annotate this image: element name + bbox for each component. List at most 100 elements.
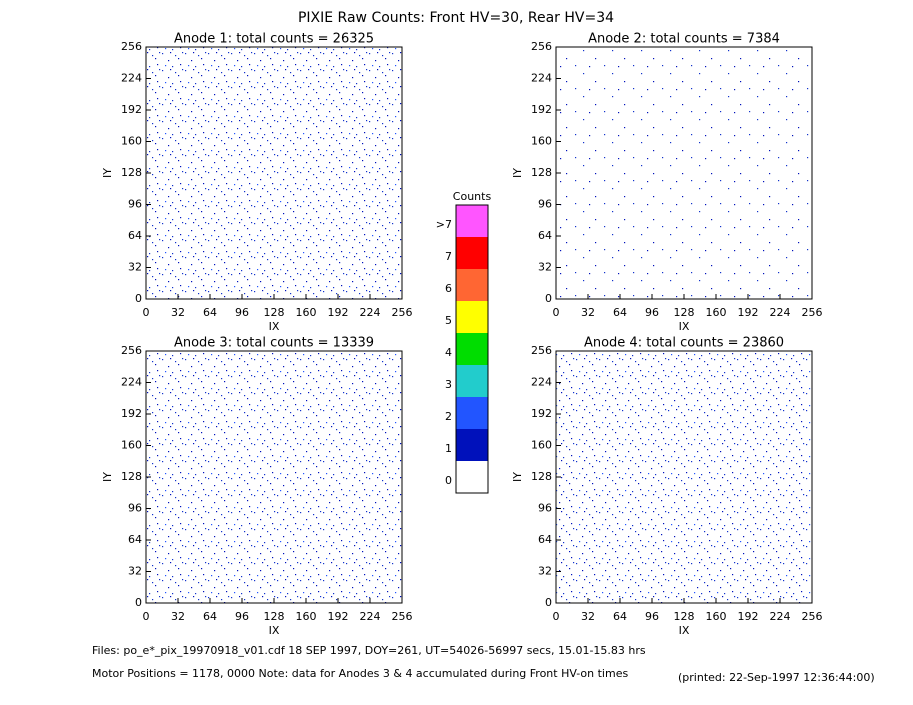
y-tick-label: 224 [531, 376, 552, 389]
y-tick-label: 192 [121, 103, 142, 116]
y-tick-label: 160 [531, 439, 552, 452]
colorbar-swatch [456, 301, 488, 333]
y-axis-label: IY [511, 472, 524, 482]
y-tick-label: 32 [538, 261, 552, 274]
x-tick-label: 32 [581, 306, 595, 319]
x-tick-label: 128 [674, 610, 695, 623]
colorbar-swatch [456, 365, 488, 397]
x-tick-label: 160 [706, 610, 727, 623]
y-tick-label: 64 [538, 229, 552, 242]
x-tick-label: 64 [203, 306, 217, 319]
x-tick-label: 128 [264, 610, 285, 623]
colorbar-label: 4 [445, 346, 452, 359]
x-tick-label: 64 [203, 610, 217, 623]
colorbar-label: 1 [445, 442, 452, 455]
speckle [146, 351, 402, 603]
x-axis-label: IX [679, 320, 690, 333]
footer-printed: (printed: 22-Sep-1997 12:36:44:00) [678, 671, 875, 684]
y-axis-label: IY [101, 168, 114, 178]
x-tick-label: 256 [392, 610, 413, 623]
colorbar-swatch [456, 237, 488, 269]
y-tick-label: 128 [531, 470, 552, 483]
colorbar-label: 3 [445, 378, 452, 391]
y-tick-label: 96 [128, 502, 142, 515]
x-tick-label: 224 [360, 610, 381, 623]
y-tick-label: 224 [121, 72, 142, 85]
footer-files: Files: po_e*_pix_19970918_v01.cdf 18 SEP… [92, 644, 646, 657]
y-axis-label: IY [511, 168, 524, 178]
y-tick-label: 256 [121, 40, 142, 53]
y-tick-label: 0 [135, 292, 142, 305]
colorbar-title: Counts [453, 190, 492, 203]
y-tick-label: 128 [121, 166, 142, 179]
x-axis-label: IX [269, 624, 280, 637]
y-tick-label: 96 [538, 198, 552, 211]
y-tick-label: 160 [531, 135, 552, 148]
colorbar-label: 0 [445, 474, 452, 487]
x-tick-label: 32 [171, 306, 185, 319]
footer-motor: Motor Positions = 1178, 0000 Note: data … [92, 667, 628, 680]
x-tick-label: 0 [143, 610, 150, 623]
x-tick-label: 32 [171, 610, 185, 623]
colorbar-label: 5 [445, 314, 452, 327]
y-tick-label: 160 [121, 439, 142, 452]
y-tick-label: 256 [121, 344, 142, 357]
panel-title: Anode 2: total counts = 7384 [588, 32, 780, 47]
x-tick-label: 224 [770, 306, 791, 319]
y-tick-label: 32 [538, 565, 552, 578]
x-tick-label: 256 [802, 610, 823, 623]
y-tick-label: 96 [128, 198, 142, 211]
y-tick-label: 256 [531, 40, 552, 53]
x-tick-label: 64 [613, 610, 627, 623]
y-tick-label: 128 [531, 166, 552, 179]
x-tick-label: 0 [553, 610, 560, 623]
speckle [556, 351, 812, 603]
speckle [556, 47, 812, 299]
y-tick-label: 128 [121, 470, 142, 483]
x-tick-label: 224 [770, 610, 791, 623]
y-tick-label: 0 [545, 596, 552, 609]
x-tick-label: 96 [235, 610, 249, 623]
y-tick-label: 256 [531, 344, 552, 357]
colorbar-swatch [456, 333, 488, 365]
y-tick-label: 64 [128, 229, 142, 242]
x-tick-label: 256 [392, 306, 413, 319]
x-tick-label: 192 [328, 610, 349, 623]
y-axis-label: IY [101, 472, 114, 482]
y-tick-label: 192 [531, 103, 552, 116]
y-tick-label: 64 [538, 533, 552, 546]
colorbar-label: 7 [445, 250, 452, 263]
page-title: PIXIE Raw Counts: Front HV=30, Rear HV=3… [298, 10, 614, 26]
x-tick-label: 96 [645, 610, 659, 623]
x-tick-label: 0 [553, 306, 560, 319]
y-tick-label: 192 [121, 407, 142, 420]
speckle [146, 47, 402, 299]
colorbar-swatch [456, 269, 488, 301]
colorbar-swatch [456, 397, 488, 429]
x-axis-label: IX [269, 320, 280, 333]
colorbar-label: 2 [445, 410, 452, 423]
x-tick-label: 128 [264, 306, 285, 319]
colorbar-label: >7 [436, 218, 452, 231]
x-tick-label: 0 [143, 306, 150, 319]
x-tick-label: 32 [581, 610, 595, 623]
x-tick-label: 160 [296, 306, 317, 319]
x-tick-label: 192 [328, 306, 349, 319]
colorbar-swatch [456, 461, 488, 493]
y-tick-label: 224 [121, 376, 142, 389]
colorbar-frame [455, 204, 489, 494]
y-tick-label: 0 [545, 292, 552, 305]
y-tick-label: 192 [531, 407, 552, 420]
x-tick-label: 192 [738, 306, 759, 319]
y-tick-label: 96 [538, 502, 552, 515]
colorbar-label: 6 [445, 282, 452, 295]
y-tick-label: 0 [135, 596, 142, 609]
y-tick-label: 32 [128, 261, 142, 274]
x-tick-label: 224 [360, 306, 381, 319]
x-tick-label: 192 [738, 610, 759, 623]
colorbar-swatch [456, 429, 488, 461]
y-tick-label: 64 [128, 533, 142, 546]
panel-title: Anode 4: total counts = 23860 [584, 336, 784, 351]
y-tick-label: 32 [128, 565, 142, 578]
